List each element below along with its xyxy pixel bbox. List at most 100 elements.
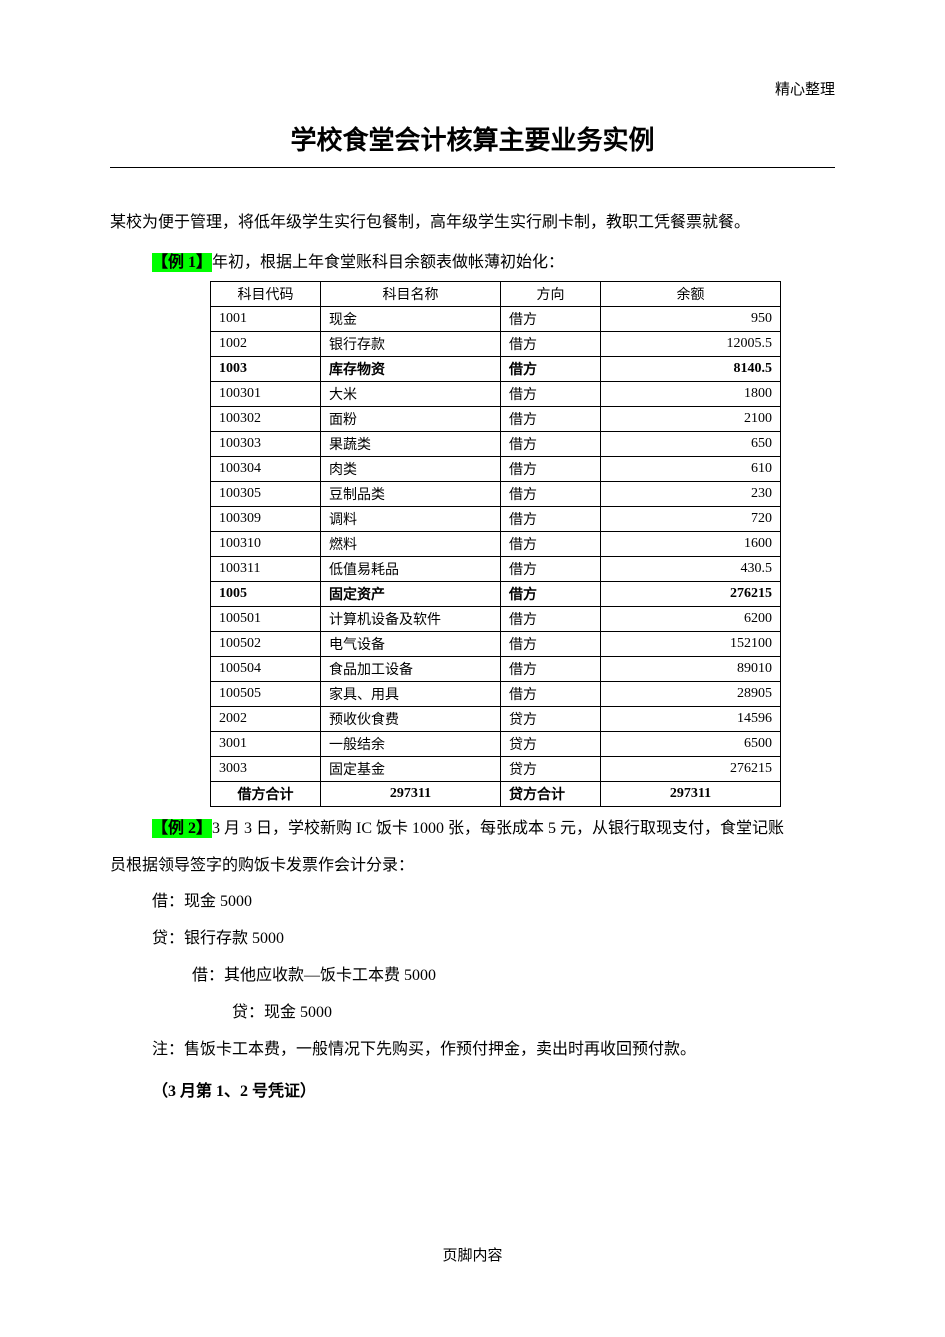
- total-credit-val: 297311: [601, 781, 781, 806]
- cell-code: 100310: [211, 531, 321, 556]
- table-row: 100301大米借方1800: [211, 381, 781, 406]
- cell-bal: 14596: [601, 706, 781, 731]
- cell-code: 100501: [211, 606, 321, 631]
- table-row: 100505家具、用具借方28905: [211, 681, 781, 706]
- table-row: 3003固定基金贷方276215: [211, 756, 781, 781]
- cell-name: 银行存款: [321, 331, 501, 356]
- cell-bal: 276215: [601, 581, 781, 606]
- cell-bal: 720: [601, 506, 781, 531]
- cell-code: 3001: [211, 731, 321, 756]
- cell-name: 一般结余: [321, 731, 501, 756]
- cell-dir: 贷方: [501, 756, 601, 781]
- table-row: 100501计算机设备及软件借方6200: [211, 606, 781, 631]
- journal-line-2: 贷：银行存款 5000: [110, 921, 835, 958]
- cell-dir: 借方: [501, 656, 601, 681]
- cell-name: 固定资产: [321, 581, 501, 606]
- cell-code: 100504: [211, 656, 321, 681]
- table-header-row: 科目代码 科目名称 方向 余额: [211, 281, 781, 306]
- voucher-line: （3 月第 1、2 号凭证）: [110, 1074, 835, 1111]
- cell-bal: 276215: [601, 756, 781, 781]
- cell-dir: 借方: [501, 456, 601, 481]
- page-title: 学校食堂会计核算主要业务实例: [110, 120, 835, 168]
- cell-code: 2002: [211, 706, 321, 731]
- cell-code: 1002: [211, 331, 321, 356]
- example-2-text-a: 3 月 3 日，学校新购 IC 饭卡 1000 张，每张成本 5 元，从银行取现…: [212, 820, 784, 837]
- cell-dir: 借方: [501, 306, 601, 331]
- example-2-tag: 【例 2】: [152, 819, 212, 838]
- col-header-code: 科目代码: [211, 281, 321, 306]
- cell-bal: 610: [601, 456, 781, 481]
- table-row: 100305豆制品类借方230: [211, 481, 781, 506]
- cell-dir: 贷方: [501, 731, 601, 756]
- cell-bal: 2100: [601, 406, 781, 431]
- col-header-dir: 方向: [501, 281, 601, 306]
- cell-code: 100303: [211, 431, 321, 456]
- cell-name: 电气设备: [321, 631, 501, 656]
- cell-code: 100304: [211, 456, 321, 481]
- cell-code: 100305: [211, 481, 321, 506]
- cell-bal: 28905: [601, 681, 781, 706]
- cell-name: 计算机设备及软件: [321, 606, 501, 631]
- cell-name: 低值易耗品: [321, 556, 501, 581]
- table-row: 100303果蔬类借方650: [211, 431, 781, 456]
- cell-name: 豆制品类: [321, 481, 501, 506]
- table-row: 100310燃料借方1600: [211, 531, 781, 556]
- table-row: 100309调料借方720: [211, 506, 781, 531]
- cell-bal: 650: [601, 431, 781, 456]
- cell-name: 现金: [321, 306, 501, 331]
- table-row: 1005固定资产借方276215: [211, 581, 781, 606]
- cell-dir: 借方: [501, 631, 601, 656]
- example-1-tag: 【例 1】: [152, 253, 212, 272]
- cell-name: 食品加工设备: [321, 656, 501, 681]
- col-header-bal: 余额: [601, 281, 781, 306]
- table-row: 2002预收伙食费贷方14596: [211, 706, 781, 731]
- cell-dir: 借方: [501, 331, 601, 356]
- cell-code: 100502: [211, 631, 321, 656]
- table-row: 100504食品加工设备借方89010: [211, 656, 781, 681]
- journal-line-1: 借：现金 5000: [110, 884, 835, 921]
- cell-bal: 230: [601, 481, 781, 506]
- cell-name: 燃料: [321, 531, 501, 556]
- cell-bal: 89010: [601, 656, 781, 681]
- table-row: 100502电气设备借方152100: [211, 631, 781, 656]
- cell-bal: 8140.5: [601, 356, 781, 381]
- cell-bal: 12005.5: [601, 331, 781, 356]
- cell-name: 固定基金: [321, 756, 501, 781]
- cell-bal: 152100: [601, 631, 781, 656]
- table-row: 1002银行存款借方12005.5: [211, 331, 781, 356]
- cell-code: 1003: [211, 356, 321, 381]
- cell-name: 面粉: [321, 406, 501, 431]
- balance-table: 科目代码 科目名称 方向 余额 1001现金借方9501002银行存款借方120…: [210, 281, 781, 807]
- cell-bal: 1800: [601, 381, 781, 406]
- table-row: 100302面粉借方2100: [211, 406, 781, 431]
- cell-code: 100301: [211, 381, 321, 406]
- cell-dir: 借方: [501, 431, 601, 456]
- cell-name: 果蔬类: [321, 431, 501, 456]
- example-1-text: 年初，根据上年食堂账科目余额表做帐薄初始化：: [212, 254, 564, 271]
- cell-dir: 借方: [501, 481, 601, 506]
- table-row: 1001现金借方950: [211, 306, 781, 331]
- example-1-line: 【例 1】年初，根据上年食堂账科目余额表做帐薄初始化：: [110, 248, 835, 278]
- journal-line-4: 贷：现金 5000: [110, 995, 835, 1032]
- total-debit-label: 借方合计: [211, 781, 321, 806]
- table-row: 1003库存物资借方8140.5: [211, 356, 781, 381]
- cell-dir: 借方: [501, 556, 601, 581]
- journal-line-3: 借：其他应收款—饭卡工本费 5000: [110, 958, 835, 995]
- cell-dir: 贷方: [501, 706, 601, 731]
- cell-name: 肉类: [321, 456, 501, 481]
- cell-code: 1005: [211, 581, 321, 606]
- cell-name: 调料: [321, 506, 501, 531]
- cell-name: 库存物资: [321, 356, 501, 381]
- note-line: 注：售饭卡工本费，一般情况下先购买，作预付押金，卖出时再收回预付款。: [110, 1032, 835, 1069]
- example-2-line: 【例 2】3 月 3 日，学校新购 IC 饭卡 1000 张，每张成本 5 元，…: [110, 811, 835, 848]
- cell-bal: 6200: [601, 606, 781, 631]
- cell-code: 100505: [211, 681, 321, 706]
- table-total-row: 借方合计297311贷方合计297311: [211, 781, 781, 806]
- table-row: 3001一般结余贷方6500: [211, 731, 781, 756]
- cell-dir: 借方: [501, 356, 601, 381]
- table-row: 100304肉类借方610: [211, 456, 781, 481]
- col-header-name: 科目名称: [321, 281, 501, 306]
- table-row: 100311低值易耗品借方430.5: [211, 556, 781, 581]
- cell-dir: 借方: [501, 406, 601, 431]
- cell-code: 100302: [211, 406, 321, 431]
